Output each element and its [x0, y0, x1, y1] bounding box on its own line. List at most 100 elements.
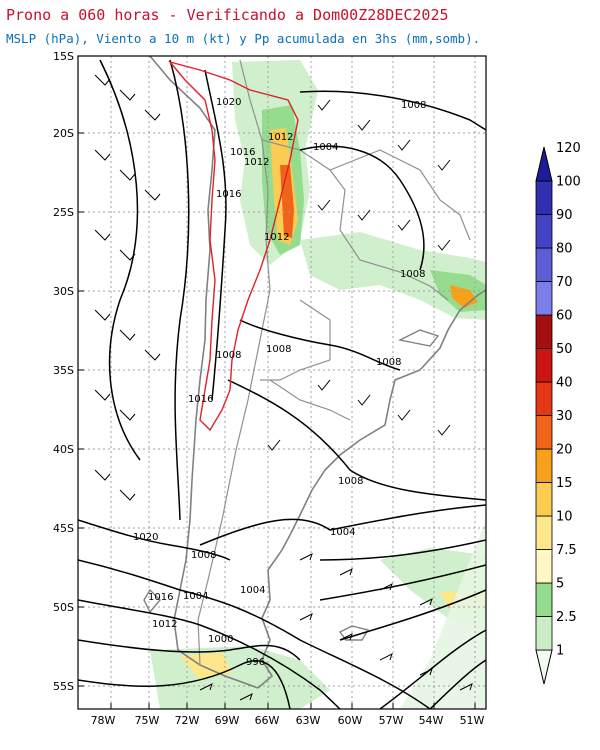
isobar-atlantic-3	[339, 589, 486, 641]
isobar-label: 1016	[188, 394, 213, 405]
precip-area-south-atlantic	[400, 520, 486, 709]
map-frame	[77, 55, 487, 710]
colorbar-label: 7.5	[556, 543, 577, 558]
lat-label: 45S	[53, 522, 74, 535]
isobar-label: 1008	[338, 476, 363, 487]
isobar-label: 996	[246, 657, 265, 668]
map-panel: 1020 1016 1012 1016 1012 1012 1004 1008 …	[78, 56, 486, 709]
colorbar-label: 90	[556, 208, 573, 223]
isobar-1000	[78, 639, 301, 661]
lat-label: 15S	[53, 50, 74, 63]
map-title: Prono a 060 horas - Verificando a Dom00Z…	[6, 6, 449, 24]
colorbar-bin	[535, 549, 553, 584]
lat-label: 55S	[53, 680, 74, 693]
isobar-1008-north	[299, 90, 486, 131]
map-subtitle: MSLP (hPa), Viento a 10 m (kt) y Pp acum…	[6, 31, 481, 46]
colorbar-bin	[535, 415, 553, 450]
colorbar-label: 15	[556, 476, 573, 491]
colorbar-bin	[535, 146, 553, 182]
isobar-label: 1008	[216, 350, 241, 361]
colorbar-label: 50	[556, 342, 573, 357]
colorbar-bin	[535, 281, 553, 316]
isobar-atlantic-4	[379, 629, 486, 709]
isobar-label: 1012	[152, 619, 177, 630]
isobar-1008-mid	[239, 319, 401, 371]
isobar-label: 1004	[330, 527, 355, 538]
colorbar-label: 80	[556, 242, 573, 257]
lon-label: 69W	[215, 714, 240, 727]
longitude-labels: 78W 75W 72W 69W 66W 63W 60W 57W 54W 51W	[91, 714, 485, 727]
colorbar-label: 40	[556, 376, 573, 391]
colorbar-bin	[535, 482, 553, 517]
isobar-label: 1008	[191, 550, 216, 561]
isobar-1016-patagonia	[78, 559, 431, 709]
isobar-996	[78, 660, 291, 709]
lat-label: 50S	[53, 601, 74, 614]
lon-label: 51W	[460, 714, 485, 727]
isobar-label: 1016	[230, 147, 255, 158]
lon-label: 72W	[175, 714, 200, 727]
colorbar-label: 60	[556, 309, 573, 324]
isobar-label: 1000	[208, 634, 233, 645]
colorbar-bin	[535, 314, 553, 349]
isobar-label: 1008	[400, 269, 425, 280]
colorbar-bin	[535, 649, 553, 685]
lat-label: 30S	[53, 285, 74, 298]
colorbar-bin	[535, 180, 553, 215]
precip-colorbar: 1 2.5 5 7.5 10 15 20 30 40 50 60 70 80 90 100 120	[535, 141, 581, 685]
lon-label: 57W	[379, 714, 404, 727]
isobar-label: 1004	[313, 142, 338, 153]
colorbar-label: 2.5	[556, 610, 577, 625]
colorbar-label: 5	[556, 577, 564, 592]
colorbar-bin	[535, 515, 553, 550]
lon-label: 78W	[91, 714, 116, 727]
colorbar-bin	[535, 448, 553, 483]
colorbar-label: 70	[556, 275, 573, 290]
isobar-label: 1012	[264, 232, 289, 243]
isobar-1012-patagonia	[78, 599, 341, 709]
lon-label: 66W	[255, 714, 280, 727]
colorbar-label: 20	[556, 443, 573, 458]
graticule	[78, 56, 486, 709]
colorbar-bin	[535, 348, 553, 383]
lon-label: 60W	[338, 714, 363, 727]
isobar-label: 1020	[133, 532, 158, 543]
isobar-label: 1008	[376, 357, 401, 368]
lon-label: 75W	[135, 714, 160, 727]
colorbar-bin	[535, 582, 553, 617]
isobar-label: 1016	[216, 189, 241, 200]
latitude-labels: 15S 20S 25S 30S 35S 40S 45S 50S 55S	[53, 50, 74, 693]
isobar-label: 1004	[183, 591, 208, 602]
colorbar-label: 30	[556, 409, 573, 424]
lon-label: 63W	[296, 714, 321, 727]
colorbar-bin	[535, 616, 553, 651]
highland-contour	[168, 60, 299, 432]
isobar-1008-south	[227, 379, 486, 501]
colorbar-label: 10	[556, 510, 573, 525]
isobar-labels: 1020 1016 1012 1016 1012 1012 1004 1008 …	[133, 97, 426, 668]
colorbar-label: 100	[556, 175, 581, 190]
isobar-1004-south	[199, 504, 486, 546]
country-borders	[197, 59, 471, 666]
lat-label: 40S	[53, 443, 74, 456]
isobar-atlantic-2	[319, 564, 486, 601]
wind-barbs	[94, 74, 473, 701]
isobar-label: 1008	[401, 100, 426, 111]
colorbar-bin	[535, 214, 553, 249]
isobar-label: 1012	[268, 132, 293, 143]
axis-ticks	[78, 55, 476, 709]
isobar-label: 1020	[216, 97, 241, 108]
colorbar-bin	[535, 381, 553, 416]
lat-label: 35S	[53, 364, 74, 377]
precip-area-uruguay-core	[450, 285, 478, 308]
isobar-1020-south	[78, 519, 231, 561]
lat-label: 20S	[53, 127, 74, 140]
colorbar-bin	[535, 247, 553, 282]
colorbar-label: 120	[556, 141, 581, 156]
isobar-label: 1016	[148, 592, 173, 603]
isobar-label: 1012	[244, 157, 269, 168]
isobar-atlantic-5	[429, 659, 486, 709]
isobar-1012-west	[204, 69, 227, 401]
colorbar-label: 1	[556, 644, 564, 659]
